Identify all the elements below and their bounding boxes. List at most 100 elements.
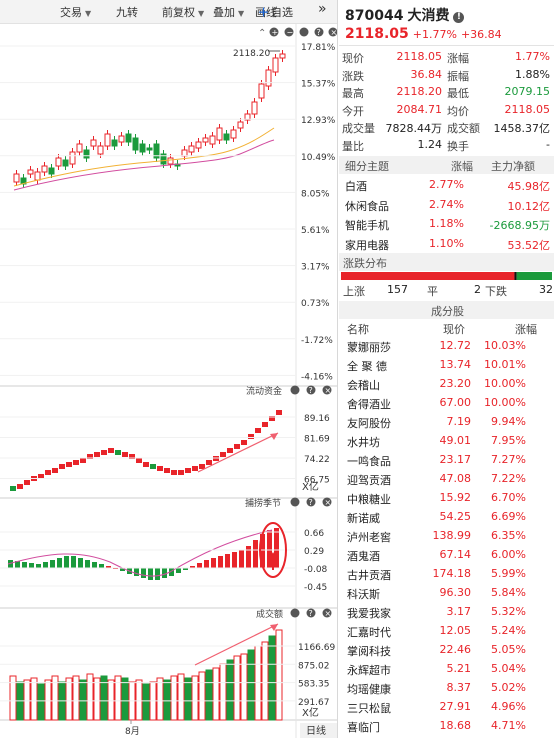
theme-row[interactable]: 白酒 2.77% 45.98亿 — [339, 176, 554, 194]
zoom-in-icon[interactable] — [269, 27, 279, 37]
close-icon[interactable] — [322, 608, 332, 618]
list-item[interactable]: 汇嘉时代 12.05 5.24% — [339, 622, 554, 640]
close-icon[interactable] — [322, 385, 332, 395]
list-item[interactable]: 三只松鼠 27.91 4.96% — [339, 698, 554, 716]
turnover-bar — [86, 673, 94, 721]
list-item[interactable]: 中粮糖业 15.92 6.70% — [339, 489, 554, 507]
close-icon[interactable] — [322, 497, 332, 507]
fishing-bar — [57, 558, 62, 568]
list-item[interactable]: 一鸣食品 23.17 7.27% — [339, 451, 554, 469]
list-item[interactable]: 永辉超市 5.21 5.04% — [339, 660, 554, 678]
list-item[interactable]: 古井贡酒 174.18 5.99% — [339, 565, 554, 583]
column-name[interactable]: 名称 — [347, 323, 369, 336]
list-item[interactable]: 泸州老窖 138.99 6.35% — [339, 527, 554, 545]
candle — [90, 139, 97, 147]
turnover-bar — [30, 677, 38, 721]
main-y-axis: 17.81% 15.37% 12.93% 10.49% 8.05% 5.61% 3.17% 0… — [0, 43, 336, 382]
fishing-bar — [253, 540, 258, 568]
info-icon[interactable]: ! — [453, 12, 465, 23]
candle — [41, 165, 48, 173]
turnover-bar — [184, 677, 192, 721]
collapse-icon[interactable]: ⌃ — [258, 28, 266, 39]
settings-icon[interactable] — [299, 27, 309, 37]
help-icon[interactable] — [306, 385, 316, 395]
help-icon[interactable] — [314, 27, 324, 37]
theme-row[interactable]: 家用电器 1.10% 53.52亿 — [339, 235, 554, 253]
column-price[interactable]: 现价 — [443, 323, 465, 336]
period-button-label[interactable]: 日线 — [306, 724, 326, 737]
turnover-bar — [114, 675, 122, 721]
toolbar-jiuzhuan-label: 九转 — [116, 6, 138, 19]
distribution-header: 涨跌分布 — [339, 253, 554, 271]
stock-price: 18.68 — [439, 719, 472, 732]
flow-bar — [248, 434, 254, 439]
list-item[interactable]: 全 聚 德 13.74 10.01% — [339, 356, 554, 374]
toolbar-more-button[interactable]: » — [318, 1, 327, 17]
theme-row[interactable]: 智能手机 1.18% -2668.95万 — [339, 215, 554, 233]
close-glyph: × — [325, 498, 332, 507]
list-item[interactable]: 水井坊 49.01 7.95% — [339, 432, 554, 450]
toolbar-draw-button[interactable]: 画线 — [255, 4, 277, 20]
period-button-bg[interactable] — [300, 723, 338, 738]
close-icon[interactable] — [328, 27, 338, 37]
theme-row[interactable]: 休闲食品 2.74% 10.12亿 — [339, 196, 554, 214]
list-item[interactable]: 舍得酒业 67.00 10.00% — [339, 394, 554, 412]
toolbar-adjust-menu[interactable]: 前复权 ▼ — [162, 4, 204, 20]
quote-value: 2118.20 — [396, 85, 443, 98]
fishing-line — [7, 529, 273, 577]
zoom-out-icon[interactable] — [284, 27, 294, 37]
list-item[interactable]: 会稽山 23.20 10.00% — [339, 375, 554, 393]
price-line: 2118.05 +1.77% +36.84 — [345, 26, 502, 42]
quote-label: 量比 — [342, 139, 364, 153]
list-item[interactable]: 均瑶健康 8.37 5.02% — [339, 679, 554, 697]
list-item[interactable]: 掌阅科技 22.46 5.05% — [339, 641, 554, 659]
list-item[interactable]: 喜临门 18.68 4.71% — [339, 717, 554, 735]
turnover-bar — [163, 679, 171, 721]
list-item[interactable]: 酒鬼酒 67.14 6.00% — [339, 546, 554, 564]
theme-pct: 2.74% — [429, 197, 464, 211]
flow-bar — [94, 452, 100, 457]
settings-icon[interactable] — [290, 608, 300, 618]
kline-chart-area[interactable]: ⌃ + − ? × 17.81% 15.37% 12.93% 10.49% 8.05% 5… — [0, 24, 338, 738]
flow-bar — [269, 416, 275, 421]
theme-name: 家用电器 — [345, 238, 389, 252]
help-icon[interactable] — [306, 497, 316, 507]
list-item[interactable]: 科沃斯 96.30 5.84% — [339, 584, 554, 602]
settings-icon[interactable] — [290, 385, 300, 395]
y-tick-label: 89.16 — [304, 414, 330, 424]
distribution-up-segment — [341, 272, 515, 280]
quote-value: - — [546, 137, 550, 151]
list-item[interactable]: 友阿股份 7.19 9.94% — [339, 413, 554, 431]
flow-bar — [241, 440, 247, 445]
fishing-bar — [155, 568, 160, 580]
toolbar-overlay-menu[interactable]: 叠加 ▼ — [213, 4, 244, 20]
highlight-arrowhead — [268, 552, 278, 560]
fishing-bar — [267, 530, 272, 568]
toolbar-add-watch-button[interactable]: ＋自选 — [258, 4, 306, 20]
stock-name: 我爱我家 — [347, 607, 391, 620]
moving-average-lines — [13, 127, 275, 191]
list-item[interactable]: 蒙娜丽莎 12.72 10.03% — [339, 337, 554, 355]
fishing-bar — [99, 564, 104, 568]
list-item[interactable]: 新诺威 54.25 6.69% — [339, 508, 554, 526]
help-icon[interactable] — [306, 608, 316, 618]
quote-value: 2118.05 — [504, 102, 551, 116]
toolbar-trade-menu[interactable]: 交易 ▼ — [60, 4, 91, 20]
stock-name: 舍得酒业 — [347, 398, 391, 411]
candle — [272, 57, 279, 73]
candle — [251, 101, 258, 115]
list-item[interactable]: 我爱我家 3.17 5.32% — [339, 603, 554, 621]
list-item[interactable]: 迎驾贡酒 47.08 7.22% — [339, 470, 554, 488]
turnover-bar — [135, 679, 143, 721]
flow-bar — [59, 464, 65, 469]
quote-value: 1.24 — [417, 137, 443, 151]
y-tick-label: 0.73% — [301, 299, 330, 309]
turnover-trend-arrowhead — [270, 624, 278, 631]
distribution-down-segment — [516, 272, 552, 280]
distribution-counts: 上涨 157 平 2 下跌 32 — [339, 281, 554, 299]
toolbar-jiuzhuan-button[interactable]: 九转 — [116, 4, 138, 20]
quote-label: 成交额 — [447, 122, 480, 135]
settings-icon[interactable] — [290, 497, 300, 507]
stock-name: 友阿股份 — [347, 417, 391, 430]
column-change[interactable]: 涨幅 — [515, 323, 537, 336]
